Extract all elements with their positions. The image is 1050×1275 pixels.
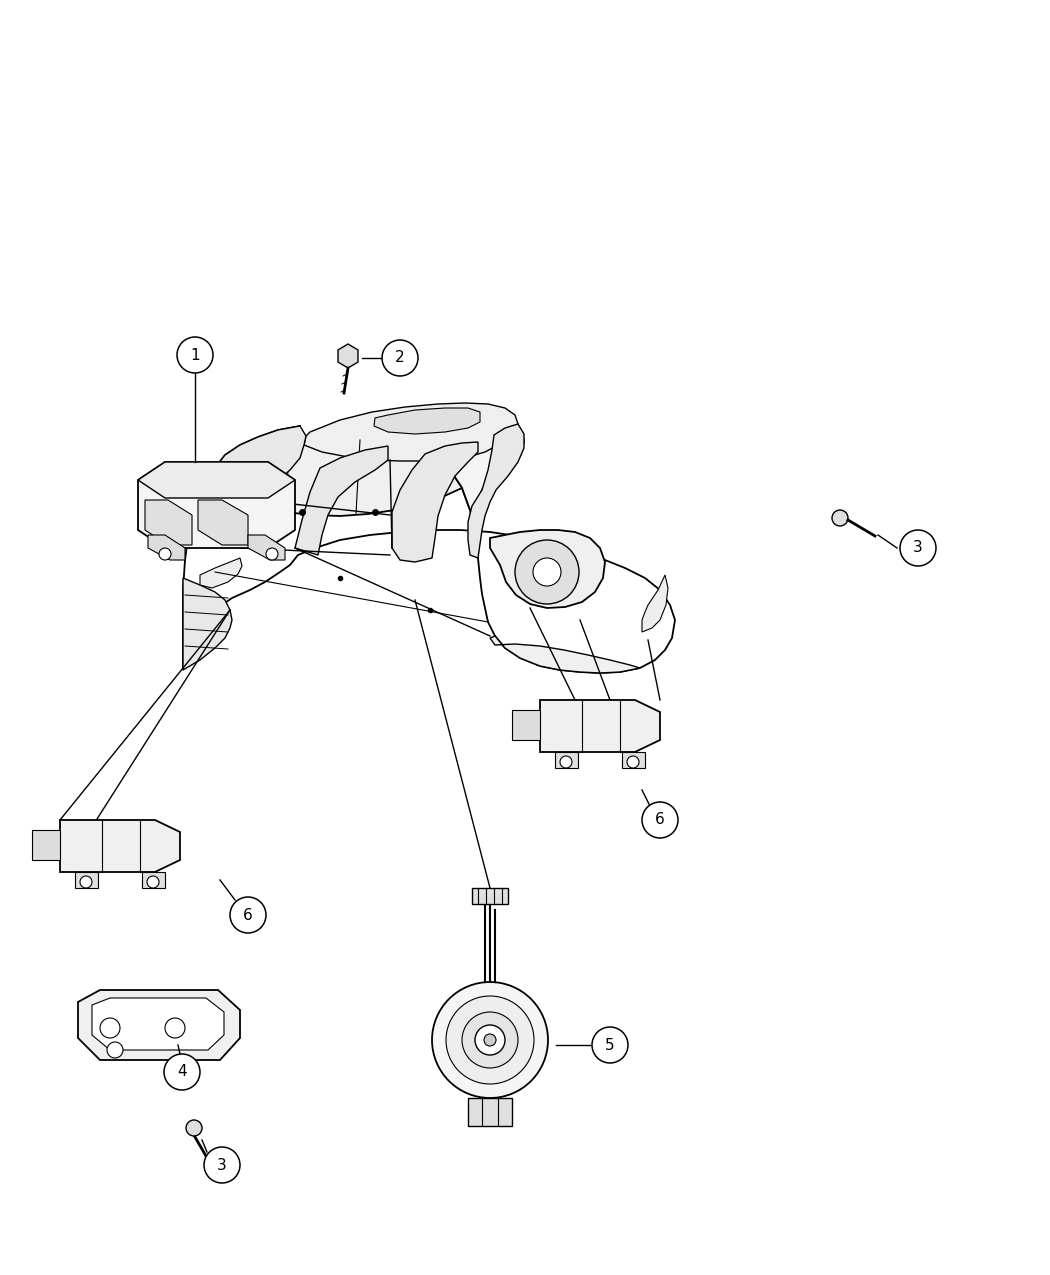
Circle shape [186,1119,202,1136]
Polygon shape [92,998,224,1051]
Polygon shape [248,536,285,560]
Circle shape [204,1148,240,1183]
Polygon shape [32,830,60,861]
Polygon shape [183,578,232,669]
Polygon shape [183,440,675,673]
Polygon shape [642,575,668,632]
Circle shape [627,756,639,768]
Circle shape [177,337,213,374]
Polygon shape [142,872,165,887]
Polygon shape [374,408,480,434]
Polygon shape [198,500,248,544]
Circle shape [462,1012,518,1068]
Circle shape [475,1025,505,1054]
Polygon shape [60,820,180,872]
Circle shape [164,1054,200,1090]
Polygon shape [78,989,240,1060]
FancyBboxPatch shape [468,1098,512,1126]
Text: 4: 4 [177,1065,187,1080]
Text: 1: 1 [190,348,200,362]
Circle shape [147,876,159,887]
Text: 3: 3 [914,541,923,556]
Polygon shape [304,403,518,462]
Text: 2: 2 [395,351,405,366]
Polygon shape [148,536,185,560]
Polygon shape [540,700,660,752]
Circle shape [107,1042,123,1058]
Circle shape [165,1017,185,1038]
Polygon shape [555,752,578,768]
Polygon shape [210,440,462,516]
Polygon shape [490,636,640,673]
Circle shape [446,996,534,1084]
Polygon shape [490,530,605,608]
Circle shape [560,756,572,768]
Polygon shape [145,500,192,544]
Polygon shape [138,462,295,548]
Circle shape [159,548,171,560]
Polygon shape [210,426,306,514]
Circle shape [382,340,418,376]
FancyBboxPatch shape [472,887,508,904]
Polygon shape [622,752,645,768]
Text: 3: 3 [217,1158,227,1173]
Text: 5: 5 [605,1038,615,1052]
Circle shape [514,541,579,604]
Text: 6: 6 [244,908,253,923]
Polygon shape [338,344,358,368]
Polygon shape [138,462,295,499]
Circle shape [592,1026,628,1063]
Polygon shape [200,558,242,588]
Polygon shape [512,710,540,740]
Polygon shape [75,872,98,887]
Circle shape [832,510,848,527]
Polygon shape [210,414,524,510]
Polygon shape [468,425,524,558]
Circle shape [266,548,278,560]
Circle shape [80,876,92,887]
Circle shape [484,1034,496,1046]
Polygon shape [295,446,388,555]
Circle shape [642,802,678,838]
Circle shape [230,898,266,933]
Polygon shape [392,442,478,562]
Text: 6: 6 [655,812,665,827]
Circle shape [100,1017,120,1038]
Circle shape [533,558,561,587]
Circle shape [432,982,548,1098]
Circle shape [900,530,936,566]
